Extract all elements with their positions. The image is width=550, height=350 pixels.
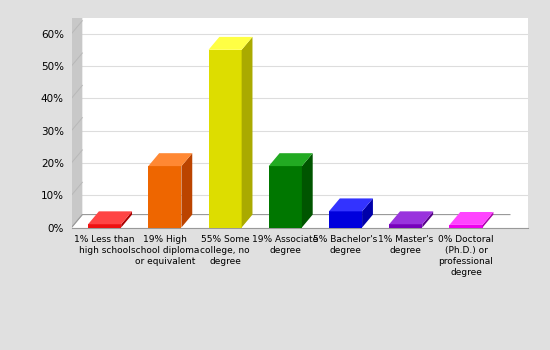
Polygon shape: [269, 153, 313, 166]
Polygon shape: [72, 5, 82, 228]
Polygon shape: [389, 211, 433, 224]
Polygon shape: [88, 224, 121, 228]
Polygon shape: [302, 153, 313, 228]
Polygon shape: [449, 212, 493, 225]
Polygon shape: [329, 211, 362, 228]
Polygon shape: [182, 153, 192, 228]
Polygon shape: [88, 211, 132, 224]
Polygon shape: [269, 166, 302, 228]
Polygon shape: [148, 166, 182, 228]
Polygon shape: [241, 37, 252, 228]
Polygon shape: [449, 225, 482, 228]
Polygon shape: [482, 212, 493, 228]
Polygon shape: [121, 211, 132, 228]
Polygon shape: [208, 37, 252, 50]
Polygon shape: [208, 50, 241, 228]
Polygon shape: [148, 153, 192, 166]
Polygon shape: [422, 211, 433, 228]
Polygon shape: [389, 224, 422, 228]
Polygon shape: [329, 198, 373, 211]
Polygon shape: [362, 198, 373, 228]
